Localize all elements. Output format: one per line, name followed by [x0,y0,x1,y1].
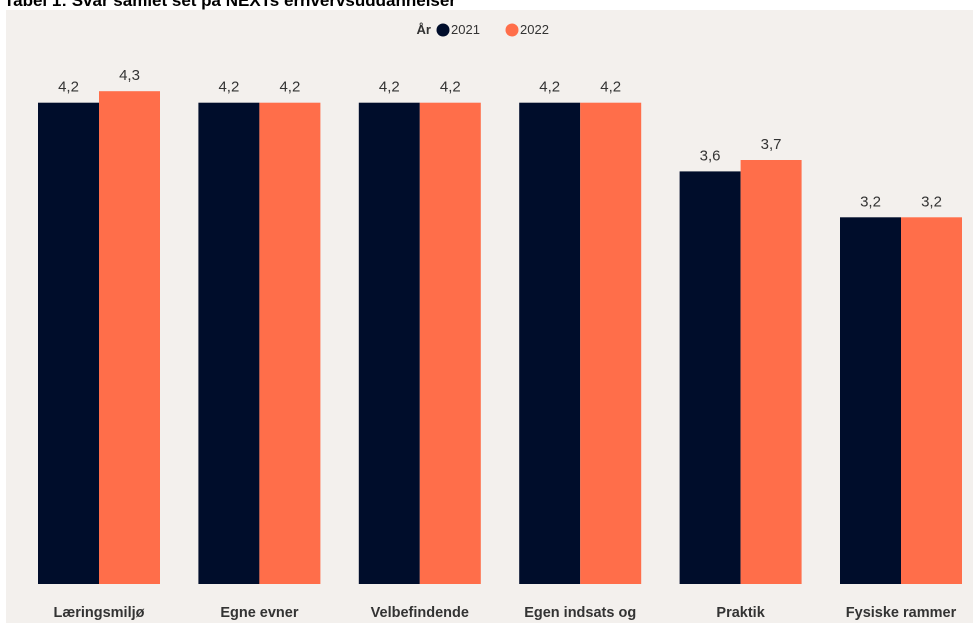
value-label-2021-0: 4,2 [58,79,79,96]
value-label-2022-5: 3,2 [921,193,942,210]
category-label-0: Læringsmiljø [53,605,144,621]
bar-2021-3 [519,102,581,584]
category-label-1: Egne evner [220,605,299,621]
bar-2021-5 [840,217,901,585]
chart-panel [6,10,973,623]
value-label-2022-4: 3,7 [761,136,782,153]
bar-2022-4 [740,160,802,584]
category-label-4: Praktik [716,605,765,621]
bar-2022-2 [419,102,481,584]
category-labels-group: Læringsmiljø Egne evner Velbefindende Egen … [53,605,956,621]
page-title: Tabel 1: Svar samlet set på NEXTs erhver… [4,0,456,10]
value-label-2021-4: 3,6 [700,147,721,164]
bars-group [38,91,962,585]
bar-2022-3 [580,102,642,584]
category-label-3: Egen indsats og [524,605,636,621]
legend-marker-2022 [505,23,519,37]
bar-2022-5 [901,217,962,585]
value-label-2022-3: 4,2 [600,79,621,96]
legend-label-2022: 2022 [520,22,549,37]
bar-2021-4 [679,171,741,584]
value-label-2022-0: 4,3 [119,67,140,84]
category-label-2: Velbefindende [371,605,469,621]
bar-2021-2 [358,102,420,584]
legend: År 2021 2022 [417,22,549,37]
value-label-2021-5: 3,2 [860,193,881,210]
bar-2022-0 [99,91,160,584]
category-label-5: Fysiske rammer [846,605,957,621]
value-label-2021-2: 4,2 [379,79,400,96]
value-label-2021-3: 4,2 [539,79,560,96]
value-label-2022-1: 4,2 [279,79,300,96]
value-label-2022-2: 4,2 [440,79,461,96]
value-labels-group: 4,2 4,3 4,2 4,2 4,2 4,2 4,2 4,2 3,6 3,7 3,2 3,2 [58,67,942,210]
bar-2021-0 [38,102,99,584]
bar-2021-1 [198,102,260,584]
legend-title: År [417,22,431,37]
legend-marker-2021 [436,23,450,37]
legend-label-2021: 2021 [451,22,480,37]
value-label-2021-1: 4,2 [218,79,239,96]
bar-2022-1 [259,102,321,584]
